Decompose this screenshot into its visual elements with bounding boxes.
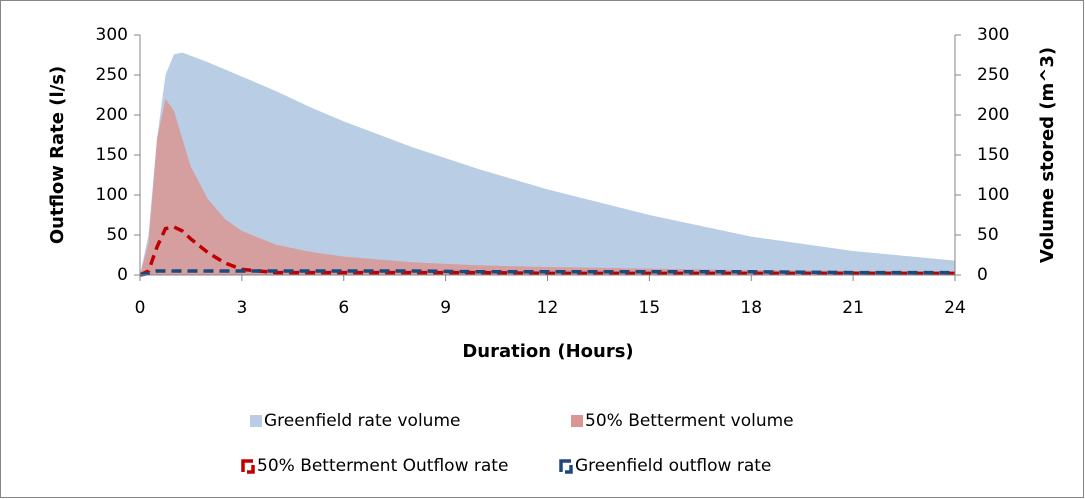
area: [140, 52, 955, 275]
y-tick-label: 100: [96, 185, 128, 205]
y-tick-label: 150: [96, 145, 128, 165]
x-axis-title: Duration (Hours): [462, 341, 633, 362]
y-tick-label: 250: [96, 65, 128, 85]
x-tick-label: 12: [537, 298, 559, 318]
y2-tick-label: 300: [977, 25, 1009, 45]
y-axis-title: Outflow Rate (l/s): [47, 66, 68, 244]
y2-tick-label: 100: [977, 185, 1009, 205]
y-tick-label: 50: [106, 225, 128, 245]
x-tick-label: 9: [440, 298, 451, 318]
line: [139, 269, 955, 277]
x-tick-label: 15: [639, 298, 661, 318]
y2-tick-label: 150: [977, 145, 1009, 165]
legend-label: Greenfield outflow rate: [575, 456, 771, 476]
legend-swatch: [571, 415, 583, 427]
y2-tick-label: 0: [977, 265, 988, 285]
legend-swatch: [250, 415, 262, 427]
legend-swatch: [559, 459, 573, 474]
x-tick-label: 6: [338, 298, 349, 318]
y2-tick-label: 50: [977, 225, 999, 245]
legend-label: 50% Betterment volume: [585, 411, 794, 431]
legend-label: 50% Betterment Outflow rate: [257, 456, 508, 476]
x-tick-label: 0: [135, 298, 146, 318]
area: [140, 99, 955, 275]
x-tick-label: 18: [740, 298, 762, 318]
x-tick-label: 21: [842, 298, 864, 318]
y2-tick-label: 200: [977, 105, 1009, 125]
y-tick-label: 200: [96, 105, 128, 125]
y-tick-label: 0: [117, 265, 128, 285]
y-tick-label: 300: [96, 25, 128, 45]
legend-swatch: [241, 459, 255, 474]
x-tick-label: 3: [236, 298, 247, 318]
y2-axis-title: Volume stored (m^3): [1037, 47, 1058, 263]
y2-tick-label: 250: [977, 65, 1009, 85]
legend-label: Greenfield rate volume: [264, 411, 460, 431]
x-tick-label: 24: [944, 298, 966, 318]
